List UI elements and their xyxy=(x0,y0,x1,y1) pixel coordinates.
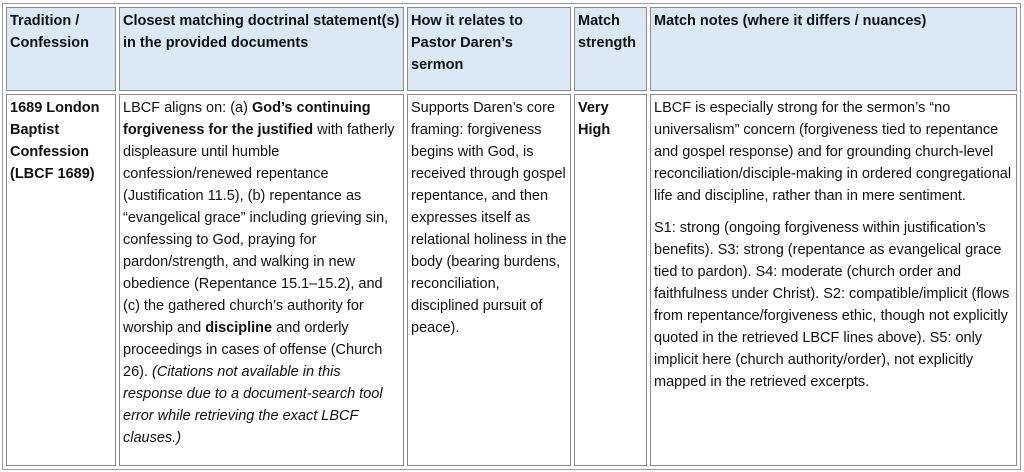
notes-paragraph-2: S1: strong (ongoing forgiveness within j… xyxy=(654,220,1010,390)
seg-bold: God’s continuing forgiveness for the jus… xyxy=(123,100,371,138)
seg: and orderly proceedings in cases of offe… xyxy=(123,320,383,380)
seg: LBCF aligns on: (a) xyxy=(123,100,252,116)
header-row: Tradition / Confession Closest matching … xyxy=(6,7,1017,91)
header-strength: Match strength xyxy=(574,7,647,91)
seg-italic-citation-note: (Citations not available in this respons… xyxy=(123,364,383,446)
confession-comparison-table: Tradition / Confession Closest matching … xyxy=(2,3,1021,470)
cell-relation: Supports Daren’s core framing: forgivene… xyxy=(407,94,571,466)
header-relation: How it relates to Pastor Daren’s sermon xyxy=(407,7,571,91)
cell-notes: LBCF is especially strong for the sermon… xyxy=(650,94,1017,466)
cell-tradition: 1689 London Baptist Confession (LBCF 168… xyxy=(6,94,116,466)
cell-strength: Very High xyxy=(574,94,647,466)
notes-paragraph-1: LBCF is especially strong for the sermon… xyxy=(654,100,1012,204)
header-tradition: Tradition / Confession xyxy=(6,7,116,91)
seg-bold: discipline xyxy=(205,320,273,336)
header-notes: Match notes (where it differs / nuances) xyxy=(650,7,1017,91)
cell-statement: LBCF aligns on: (a) God’s continuing for… xyxy=(119,94,404,466)
seg: with fatherly displeasure until humble c… xyxy=(123,122,395,336)
header-statement: Closest matching doctrinal statement(s) … xyxy=(119,7,404,91)
table-row: 1689 London Baptist Confession (LBCF 168… xyxy=(6,94,1017,466)
